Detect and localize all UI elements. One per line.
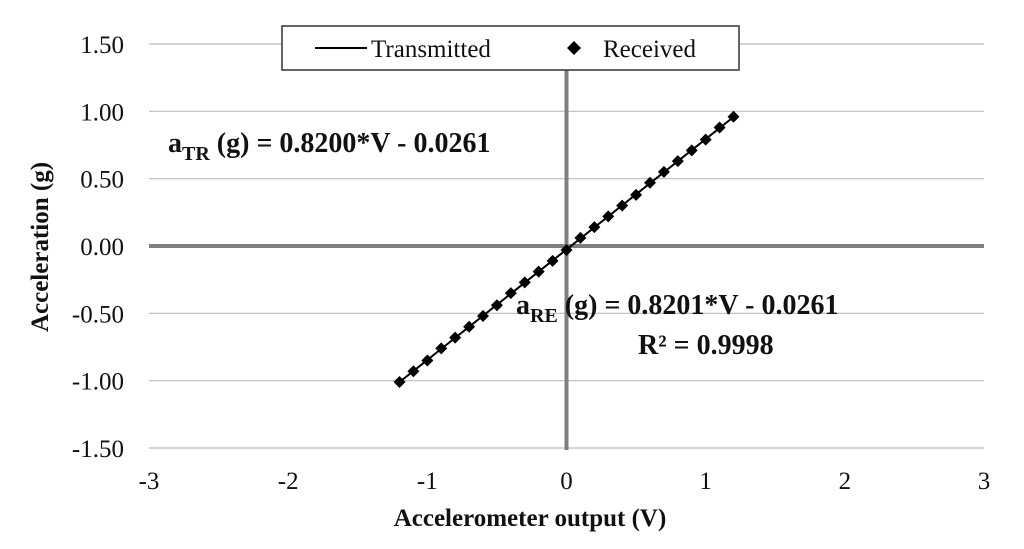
data-point-received (532, 265, 545, 278)
data-point-received (727, 110, 740, 123)
x-tick-label: 0 (560, 468, 573, 495)
x-axis-title: Accelerometer output (V) (394, 505, 667, 532)
data-point-received (393, 376, 406, 389)
y-tick-label: 0.50 (80, 167, 124, 194)
y-tick-label: 0.00 (80, 234, 124, 261)
svg-text:aTR (g) = 0.8200*V - 0.0261: aTR (g) = 0.8200*V - 0.0261 (168, 128, 490, 165)
annot-re-rest: (g) = 0.8201*V - 0.0261 (558, 290, 839, 321)
tick-labels: 1.50 1.00 0.50 0.00 -0.50 -1.00 -1.50 -3 -2 -1 0 1 2… (72, 32, 990, 495)
legend-diamond-swatch (567, 41, 581, 55)
x-tick-label: 1 (699, 468, 712, 495)
series-layer (393, 110, 740, 389)
annotation-transmitted-equation: aTR (g) = 0.8200*V - 0.0261 (168, 128, 490, 165)
data-point-received (477, 310, 489, 323)
x-tick-label: -1 (417, 468, 438, 495)
data-point-received (644, 176, 656, 189)
svg-text:aRE (g) = 0.8201*V - 0.0261: aRE (g) = 0.8201*V - 0.0261 (516, 290, 838, 327)
data-point-received (490, 299, 503, 312)
x-tick-label: -3 (139, 468, 160, 495)
data-point-received (407, 365, 420, 378)
data-point-received (685, 144, 698, 157)
y-tick-label: -1.50 (72, 436, 124, 463)
data-point-received (463, 320, 476, 333)
x-tick-label: 3 (978, 468, 991, 495)
legend-label-transmitted: Transmitted (371, 36, 491, 63)
data-point-received (657, 165, 670, 178)
y-tick-label: 1.00 (80, 99, 124, 126)
data-point-received (713, 121, 726, 134)
data-point-received (574, 231, 587, 244)
annot-re-prefix: a (516, 290, 530, 321)
data-point-received (671, 155, 684, 168)
x-tick-label: -2 (278, 468, 299, 495)
y-axis-title: Acceleration (g) (27, 162, 54, 332)
data-point-received (518, 276, 531, 289)
annot-tr-prefix: a (168, 128, 182, 159)
data-point-received (699, 133, 712, 146)
data-point-received (560, 244, 573, 257)
data-point-received (435, 342, 448, 355)
data-point-received (616, 199, 629, 212)
y-tick-label: -1.00 (72, 369, 124, 396)
data-point-received (546, 254, 559, 267)
data-point-received (504, 287, 517, 300)
annot-re-sub: RE (530, 305, 558, 327)
x-tick-label: 2 (839, 468, 852, 495)
annotation-received-equation: aRE (g) = 0.8201*V - 0.0261 R² = 0.9998 (516, 290, 838, 361)
annot-tr-rest: (g) = 0.8200*V - 0.0261 (210, 128, 491, 159)
data-point-received (421, 354, 434, 367)
legend-label-received: Received (603, 36, 697, 63)
annot-tr-sub: TR (182, 143, 210, 165)
data-point-received (588, 221, 601, 234)
annot-r-squared: R² = 0.9998 (638, 330, 774, 361)
data-point-received (449, 331, 462, 344)
data-point-received (602, 210, 615, 223)
data-point-received (630, 188, 643, 201)
legend: Transmitted Received (281, 25, 740, 71)
y-tick-label: 1.50 (80, 32, 124, 59)
y-tick-label: -0.50 (72, 301, 124, 328)
